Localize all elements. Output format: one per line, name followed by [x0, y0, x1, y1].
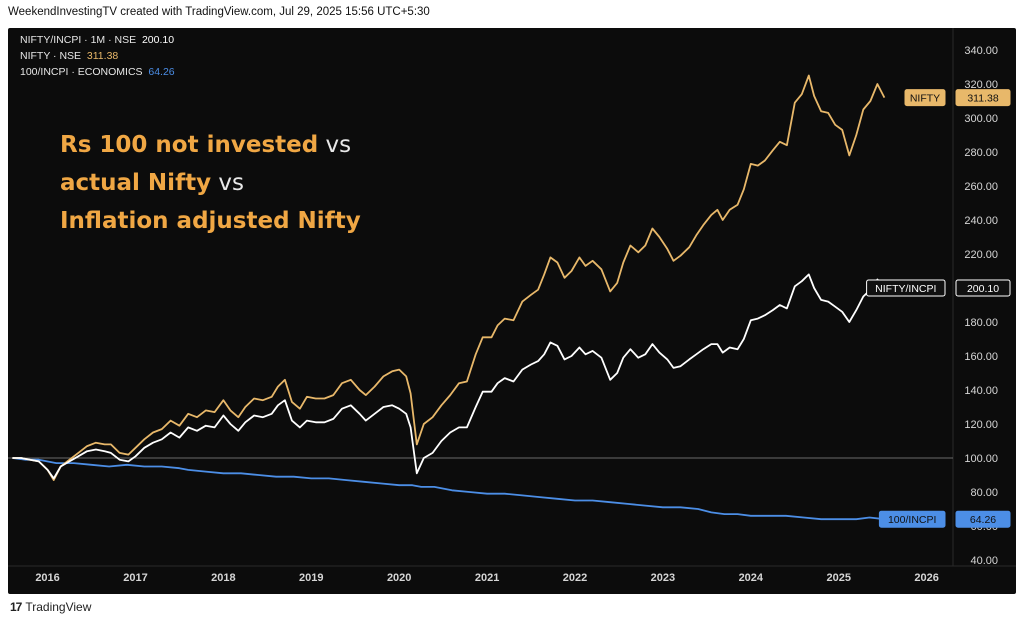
price-tag-nifty: NIFTY 311.38 — [904, 89, 1011, 107]
y-tick-label: 120.00 — [964, 419, 998, 431]
legend-row-nifty-incpi[interactable]: NIFTY/INCPI · 1M · NSE 200.10 — [20, 34, 174, 46]
y-tick-label: 180.00 — [964, 317, 998, 329]
x-tick-label: 2017 — [123, 572, 147, 584]
y-tick-label: 140.00 — [964, 385, 998, 397]
legend-label-nifty-incpi: NIFTY/INCPI · 1M · NSE — [20, 34, 137, 46]
series-line-nifty — [12, 74, 886, 481]
tradingview-brand-text: TradingView — [25, 600, 92, 614]
x-tick-label: 2020 — [387, 572, 411, 584]
y-tick-label: 160.00 — [964, 351, 998, 363]
series-line-100-incpi — [12, 457, 885, 521]
price-tag-value-box — [955, 279, 1011, 297]
price-tag-name: 100/INCPI — [888, 514, 936, 526]
x-tick-label: 2022 — [563, 572, 587, 584]
y-tick-label: 80.00 — [970, 487, 998, 499]
y-tick-label: 340.00 — [964, 45, 998, 57]
y-tick-label: 300.00 — [964, 113, 998, 125]
x-tick-label: 2019 — [299, 572, 323, 584]
series-line-nifty-incpi — [12, 273, 886, 480]
legend-value-nifty-incpi: 200.10 — [141, 34, 175, 46]
y-tick-label: 320.00 — [964, 79, 998, 91]
line-chart[interactable]: 40.0060.0080.00100.00120.00140.00160.001… — [8, 28, 1016, 594]
annotation-line-2-tail: vs — [218, 170, 244, 196]
y-tick-label: 100.00 — [964, 453, 998, 465]
y-tick-label: 240.00 — [964, 215, 998, 227]
price-tag-name-box — [866, 279, 946, 297]
price-tag-name-box — [878, 510, 946, 528]
annotation-line-1: Rs 100 not invested vs — [60, 126, 361, 164]
tradingview-logo-icon: 17 — [10, 600, 22, 614]
legend-label-incpi: 100/INCPI · ECONOMICS — [20, 66, 143, 78]
x-tick-label: 2021 — [475, 572, 499, 584]
annotation-line-2-bold: actual Nifty — [60, 170, 212, 196]
y-tick-label: 220.00 — [964, 249, 998, 261]
annotation-line-2: actual Nifty vs — [60, 164, 361, 202]
price-tag-100-incpi: 100/INCPI 64.26 — [878, 510, 1011, 528]
price-tag-value-box — [955, 510, 1011, 528]
price-tag-name: NIFTY — [910, 93, 940, 105]
x-tick-label: 2025 — [826, 572, 850, 584]
x-tick-label: 2026 — [914, 572, 938, 584]
x-tick-label: 2023 — [651, 572, 675, 584]
legend-row-nifty[interactable]: NIFTY · NSE 311.38 — [20, 50, 118, 62]
price-tag-value: 311.38 — [967, 93, 998, 105]
annotation-line-1-bold: Rs 100 not invested — [60, 132, 319, 158]
legend-value-incpi: 64.26 — [148, 66, 175, 78]
tradingview-footer[interactable]: 17 TradingView — [10, 600, 91, 614]
price-tag-name-box — [904, 89, 946, 107]
x-tick-label: 2018 — [211, 572, 235, 584]
y-tick-label: 280.00 — [964, 147, 998, 159]
chart-panel[interactable]: 40.0060.0080.00100.00120.00140.00160.001… — [8, 28, 1016, 594]
price-tag-value: 200.10 — [967, 283, 999, 295]
x-tick-label: 2016 — [35, 572, 59, 584]
annotation-line-3-bold: Inflation adjusted Nifty — [60, 208, 361, 234]
x-tick-label: 2024 — [739, 572, 764, 584]
annotation-line-1-tail: vs — [325, 132, 352, 158]
price-tag-name: NIFTY/INCPI — [875, 283, 936, 295]
legend-row-incpi[interactable]: 100/INCPI · ECONOMICS 64.26 — [20, 66, 175, 78]
y-tick-label: 40.00 — [970, 555, 998, 567]
y-tick-label: 260.00 — [964, 181, 998, 193]
price-tag-value: 64.26 — [970, 514, 996, 526]
chart-annotation: Rs 100 not invested vs actual Nifty vs I… — [60, 126, 361, 240]
price-tag-value-box — [955, 89, 1011, 107]
chart-header-credit: WeekendInvestingTV created with TradingV… — [8, 6, 430, 18]
legend-value-nifty: 311.38 — [86, 50, 119, 62]
annotation-line-3: Inflation adjusted Nifty — [60, 202, 361, 240]
price-tag-nifty-incpi: NIFTY/INCPI 200.10 — [866, 279, 1011, 297]
legend-label-nifty: NIFTY · NSE — [20, 50, 82, 62]
